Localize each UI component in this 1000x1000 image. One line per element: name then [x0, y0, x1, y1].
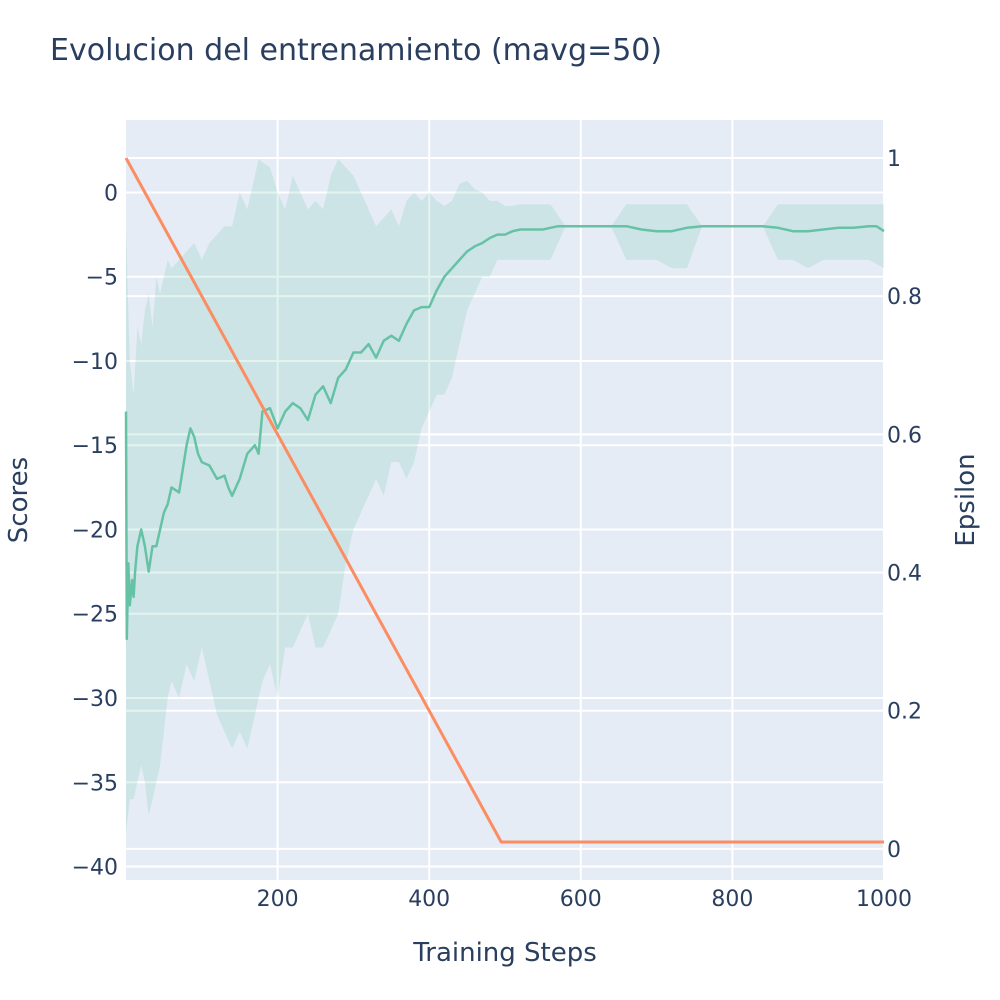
- y-tick-label: −25: [72, 603, 118, 628]
- chart-title: Evolucion del entrenamiento (mavg=50): [50, 33, 662, 68]
- x-tick-label: 1000: [856, 887, 912, 912]
- x-tick-label: 400: [408, 887, 450, 912]
- x-axis-title: Training Steps: [412, 938, 597, 968]
- grid-lines: [126, 120, 885, 880]
- y-tick-label: −10: [72, 350, 118, 375]
- y2-tick-label: 1: [887, 147, 901, 172]
- y2-tick-label: 0.4: [887, 562, 922, 587]
- score-band-layer: [126, 158, 884, 833]
- y-tick-label: 0: [104, 181, 118, 206]
- y-tick-label: −30: [72, 687, 118, 712]
- y2-tick-label: 0.2: [887, 700, 922, 725]
- y2-tick-label: 0: [887, 838, 901, 863]
- y-tick-label: −40: [72, 856, 118, 881]
- y-tick-label: −20: [72, 518, 118, 543]
- y-tick-label: −35: [72, 771, 118, 796]
- y-tick-label: −5: [86, 266, 118, 291]
- score-std-band: [126, 158, 884, 833]
- epsilon-line: [124, 157, 884, 844]
- y2-tick-label: 0.6: [887, 423, 922, 448]
- x-tick-label: 800: [711, 887, 753, 912]
- y-tick-label: −15: [72, 434, 118, 459]
- axis-ticks: 200 400 600 800 1000 0 −5 −10 −15 −20 −25 −30 −35 −40…: [72, 147, 922, 912]
- plot-area: [126, 120, 884, 880]
- x-tick-label: 200: [257, 887, 299, 912]
- y2-tick-label: 0.8: [887, 285, 922, 310]
- y-axis-title: Scores: [4, 457, 34, 543]
- score-line: [124, 224, 885, 641]
- y2-axis-title: Epsilon: [951, 453, 981, 546]
- series-layer: [124, 157, 885, 844]
- x-tick-label: 600: [560, 887, 602, 912]
